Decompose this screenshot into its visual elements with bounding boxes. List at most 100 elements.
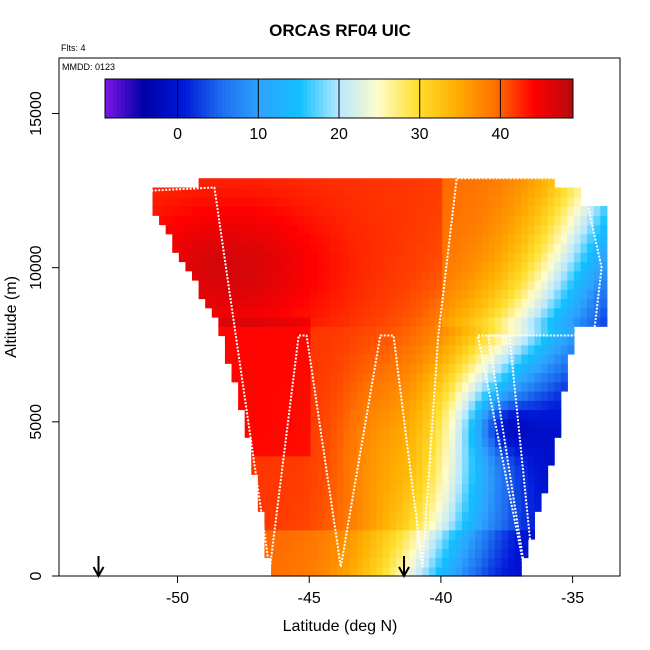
heatmap-cell xyxy=(303,335,312,346)
heatmap-cell xyxy=(415,539,424,549)
heatmap-cell xyxy=(461,224,470,235)
heatmap-cell xyxy=(475,409,483,420)
heatmap-cell xyxy=(376,252,384,263)
heatmap-cell xyxy=(455,335,463,346)
heatmap-cell xyxy=(435,511,443,522)
heatmap-cell xyxy=(376,539,384,549)
heatmap-cell xyxy=(448,363,456,374)
heatmap-cell xyxy=(508,391,516,401)
heatmap-cell xyxy=(455,455,463,466)
heatmap-cell xyxy=(435,354,443,364)
heatmap-cell xyxy=(350,363,358,374)
heatmap-cell xyxy=(350,483,358,494)
heatmap-cell xyxy=(429,372,437,383)
heatmap-cell xyxy=(587,280,595,290)
heatmap-cell xyxy=(402,548,410,559)
heatmap-cell xyxy=(435,455,443,466)
heatmap-cell xyxy=(205,233,213,244)
heatmap-cell xyxy=(211,289,219,300)
heatmap-cell xyxy=(514,354,522,364)
heatmap-cell xyxy=(369,354,377,364)
heatmap-cell xyxy=(429,252,437,263)
heatmap-cell xyxy=(303,492,312,503)
heatmap-cell xyxy=(330,529,338,540)
heatmap-cell xyxy=(442,400,450,411)
colorbar-segment xyxy=(399,79,405,118)
heatmap-cell xyxy=(409,400,417,411)
heatmap-cell xyxy=(356,455,364,466)
heatmap-cell xyxy=(429,363,437,374)
heatmap-cell xyxy=(244,354,252,364)
heatmap-cell xyxy=(271,335,279,346)
heatmap-cell xyxy=(277,409,285,420)
heatmap-cell xyxy=(389,492,397,503)
heatmap-cell xyxy=(303,307,312,318)
heatmap-cell xyxy=(488,252,496,263)
heatmap-cell xyxy=(382,317,391,327)
heatmap-cell xyxy=(238,400,246,411)
heatmap-cell xyxy=(382,307,391,318)
heatmap-cell xyxy=(330,280,338,290)
heatmap-cell xyxy=(435,428,443,438)
heatmap-cell xyxy=(284,354,292,364)
heatmap-cell xyxy=(231,206,239,216)
heatmap-cell xyxy=(494,261,503,272)
heatmap-cell xyxy=(336,400,345,411)
heatmap-cell xyxy=(521,520,529,531)
heatmap-cell xyxy=(264,307,272,318)
heatmap-cell xyxy=(290,428,298,438)
heatmap-cell xyxy=(382,280,391,290)
heatmap-cell xyxy=(415,363,424,374)
heatmap-cell xyxy=(382,557,391,568)
heatmap-cell xyxy=(251,280,259,290)
heatmap-cell xyxy=(448,529,456,540)
heatmap-cell xyxy=(264,391,272,401)
heatmap-cell xyxy=(369,363,377,374)
heatmap-cell xyxy=(540,455,549,466)
heatmap-cell xyxy=(402,326,410,337)
colorbar-segment xyxy=(201,79,207,118)
heatmap-cell xyxy=(165,215,173,226)
heatmap-cell xyxy=(290,502,298,512)
heatmap-cell xyxy=(376,548,384,559)
heatmap-cell xyxy=(277,539,285,549)
heatmap-cell xyxy=(468,381,476,392)
heatmap-cell xyxy=(442,520,450,531)
heatmap-cell xyxy=(356,280,364,290)
heatmap-cell xyxy=(540,289,549,300)
heatmap-cell xyxy=(422,455,430,466)
heatmap-cell xyxy=(336,289,345,300)
heatmap-cell xyxy=(284,344,292,355)
heatmap-cell xyxy=(442,317,450,327)
heatmap-cell xyxy=(396,196,404,207)
heatmap-cell xyxy=(494,298,503,309)
heatmap-cell xyxy=(389,224,397,235)
heatmap-cell xyxy=(455,418,463,429)
heatmap-cell xyxy=(356,261,364,272)
heatmap-cell xyxy=(264,400,272,411)
heatmap-cell xyxy=(389,326,397,337)
heatmap-cell xyxy=(481,252,489,263)
heatmap-cell xyxy=(323,187,331,198)
heatmap-cell xyxy=(238,187,246,198)
heatmap-cell xyxy=(218,252,226,263)
heatmap-cell xyxy=(488,474,496,485)
heatmap-cell xyxy=(488,317,496,327)
heatmap-cell xyxy=(587,243,595,253)
heatmap-cell xyxy=(547,243,555,253)
heatmap-cell xyxy=(382,335,391,346)
heatmap-cell xyxy=(277,492,285,503)
heatmap-cell xyxy=(310,363,318,374)
heatmap-cell xyxy=(303,317,312,327)
heatmap-cell xyxy=(448,270,456,281)
heatmap-cell xyxy=(382,548,391,559)
heatmap-cell xyxy=(290,233,298,244)
heatmap-cell xyxy=(284,511,292,522)
heatmap-cell xyxy=(540,474,549,485)
colorbar-segment xyxy=(306,79,312,118)
heatmap-cell xyxy=(238,196,246,207)
heatmap-cell xyxy=(409,335,417,346)
heatmap-cell xyxy=(475,520,483,531)
heatmap-cell xyxy=(567,206,575,216)
